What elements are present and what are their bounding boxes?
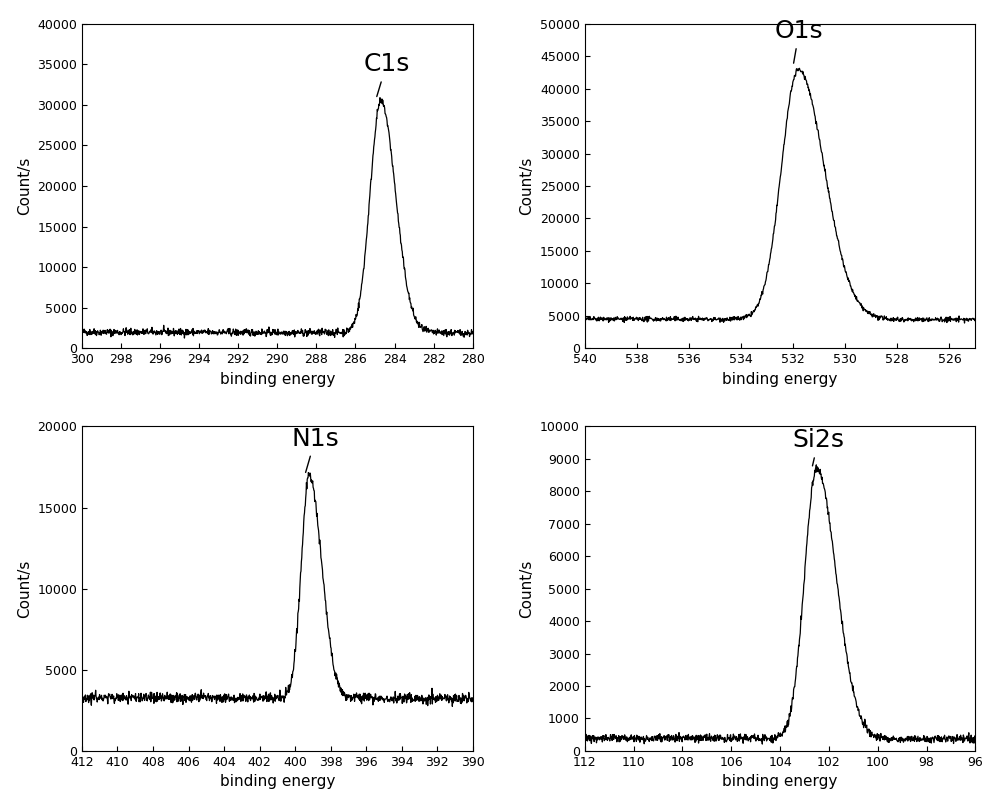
Y-axis label: Count/s: Count/s	[17, 157, 32, 215]
X-axis label: binding energy: binding energy	[722, 372, 838, 387]
Y-axis label: Count/s: Count/s	[519, 559, 534, 618]
Y-axis label: Count/s: Count/s	[17, 559, 32, 618]
Y-axis label: Count/s: Count/s	[519, 157, 534, 215]
Text: Si2s: Si2s	[792, 428, 844, 466]
Text: O1s: O1s	[775, 19, 824, 63]
X-axis label: binding energy: binding energy	[722, 775, 838, 789]
X-axis label: binding energy: binding energy	[220, 372, 335, 387]
X-axis label: binding energy: binding energy	[220, 775, 335, 789]
Text: N1s: N1s	[292, 426, 339, 472]
Text: C1s: C1s	[363, 52, 410, 97]
